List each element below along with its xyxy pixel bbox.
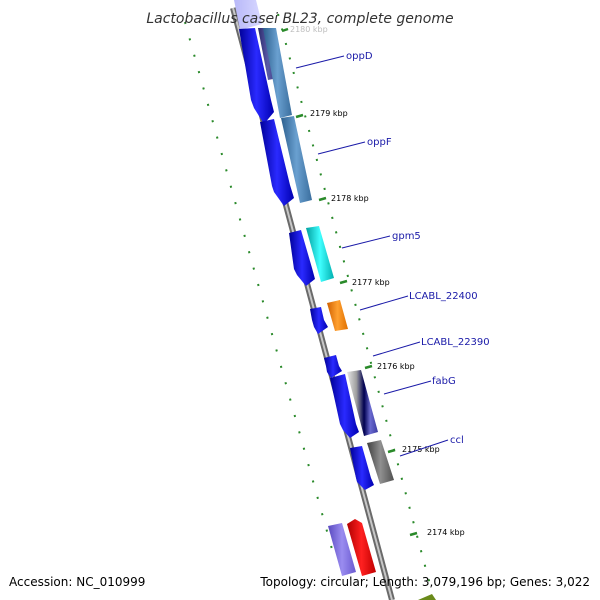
- cds-arrow-2: [260, 119, 294, 206]
- cds-arrow-7: [350, 446, 374, 490]
- cog-bar-LCABL-22400: [327, 300, 348, 331]
- cog-bar-oppF: [281, 116, 312, 203]
- ruler-label-2174: 2174 kbp: [427, 528, 465, 537]
- gene-label-LCABL-22390: LCABL_22390: [421, 337, 490, 348]
- ruler-major-ticks: [281, 27, 418, 537]
- gene-label-LCABL-22400: LCABL_22400: [409, 291, 478, 302]
- cog-bar-gpm5: [306, 226, 334, 282]
- gene-label-ccl: ccl: [450, 435, 464, 446]
- cds-arrow-6: [330, 374, 359, 438]
- gene-label-leaders: [295, 55, 449, 457]
- cds-arrow-4: [310, 307, 328, 334]
- map-title: Lactobacillus casei BL23, complete genom…: [146, 11, 453, 27]
- gene-label-oppD: oppD: [346, 51, 373, 62]
- ruler-label-2179: 2179 kbp: [310, 109, 348, 118]
- gene-label-fabG: fabG: [432, 376, 456, 387]
- topology-text: Topology: circular; Length: 3,079,196 bp…: [260, 575, 590, 589]
- ruler-label-2176: 2176 kbp: [377, 362, 415, 371]
- cds-arrow-3: [289, 230, 315, 286]
- gene-arrow-faded: [234, 0, 262, 30]
- ruler-track: [277, 13, 433, 593]
- cds-arrow-5: [324, 355, 342, 378]
- cog-bar-ccl: [367, 440, 394, 484]
- ruler-label-2177: 2177 kbp: [352, 278, 390, 287]
- ruler-label-2180: 2180 kbp: [290, 25, 328, 34]
- gene-label-gpm5: gpm5: [392, 231, 421, 242]
- cog-bar-red-bottom: [347, 519, 376, 576]
- gc-skew-fragment: [418, 594, 436, 600]
- ruler-label-2178: 2178 kbp: [331, 194, 369, 203]
- cog-bar-fabG: [347, 370, 378, 436]
- cog-bar-oppD: [263, 28, 292, 118]
- accession-text: Accession: NC_010999: [9, 575, 146, 589]
- gene-label-oppF: oppF: [367, 137, 392, 148]
- cds-arrow-1: [239, 28, 274, 124]
- cog-bar-purple-bottom: [328, 523, 356, 576]
